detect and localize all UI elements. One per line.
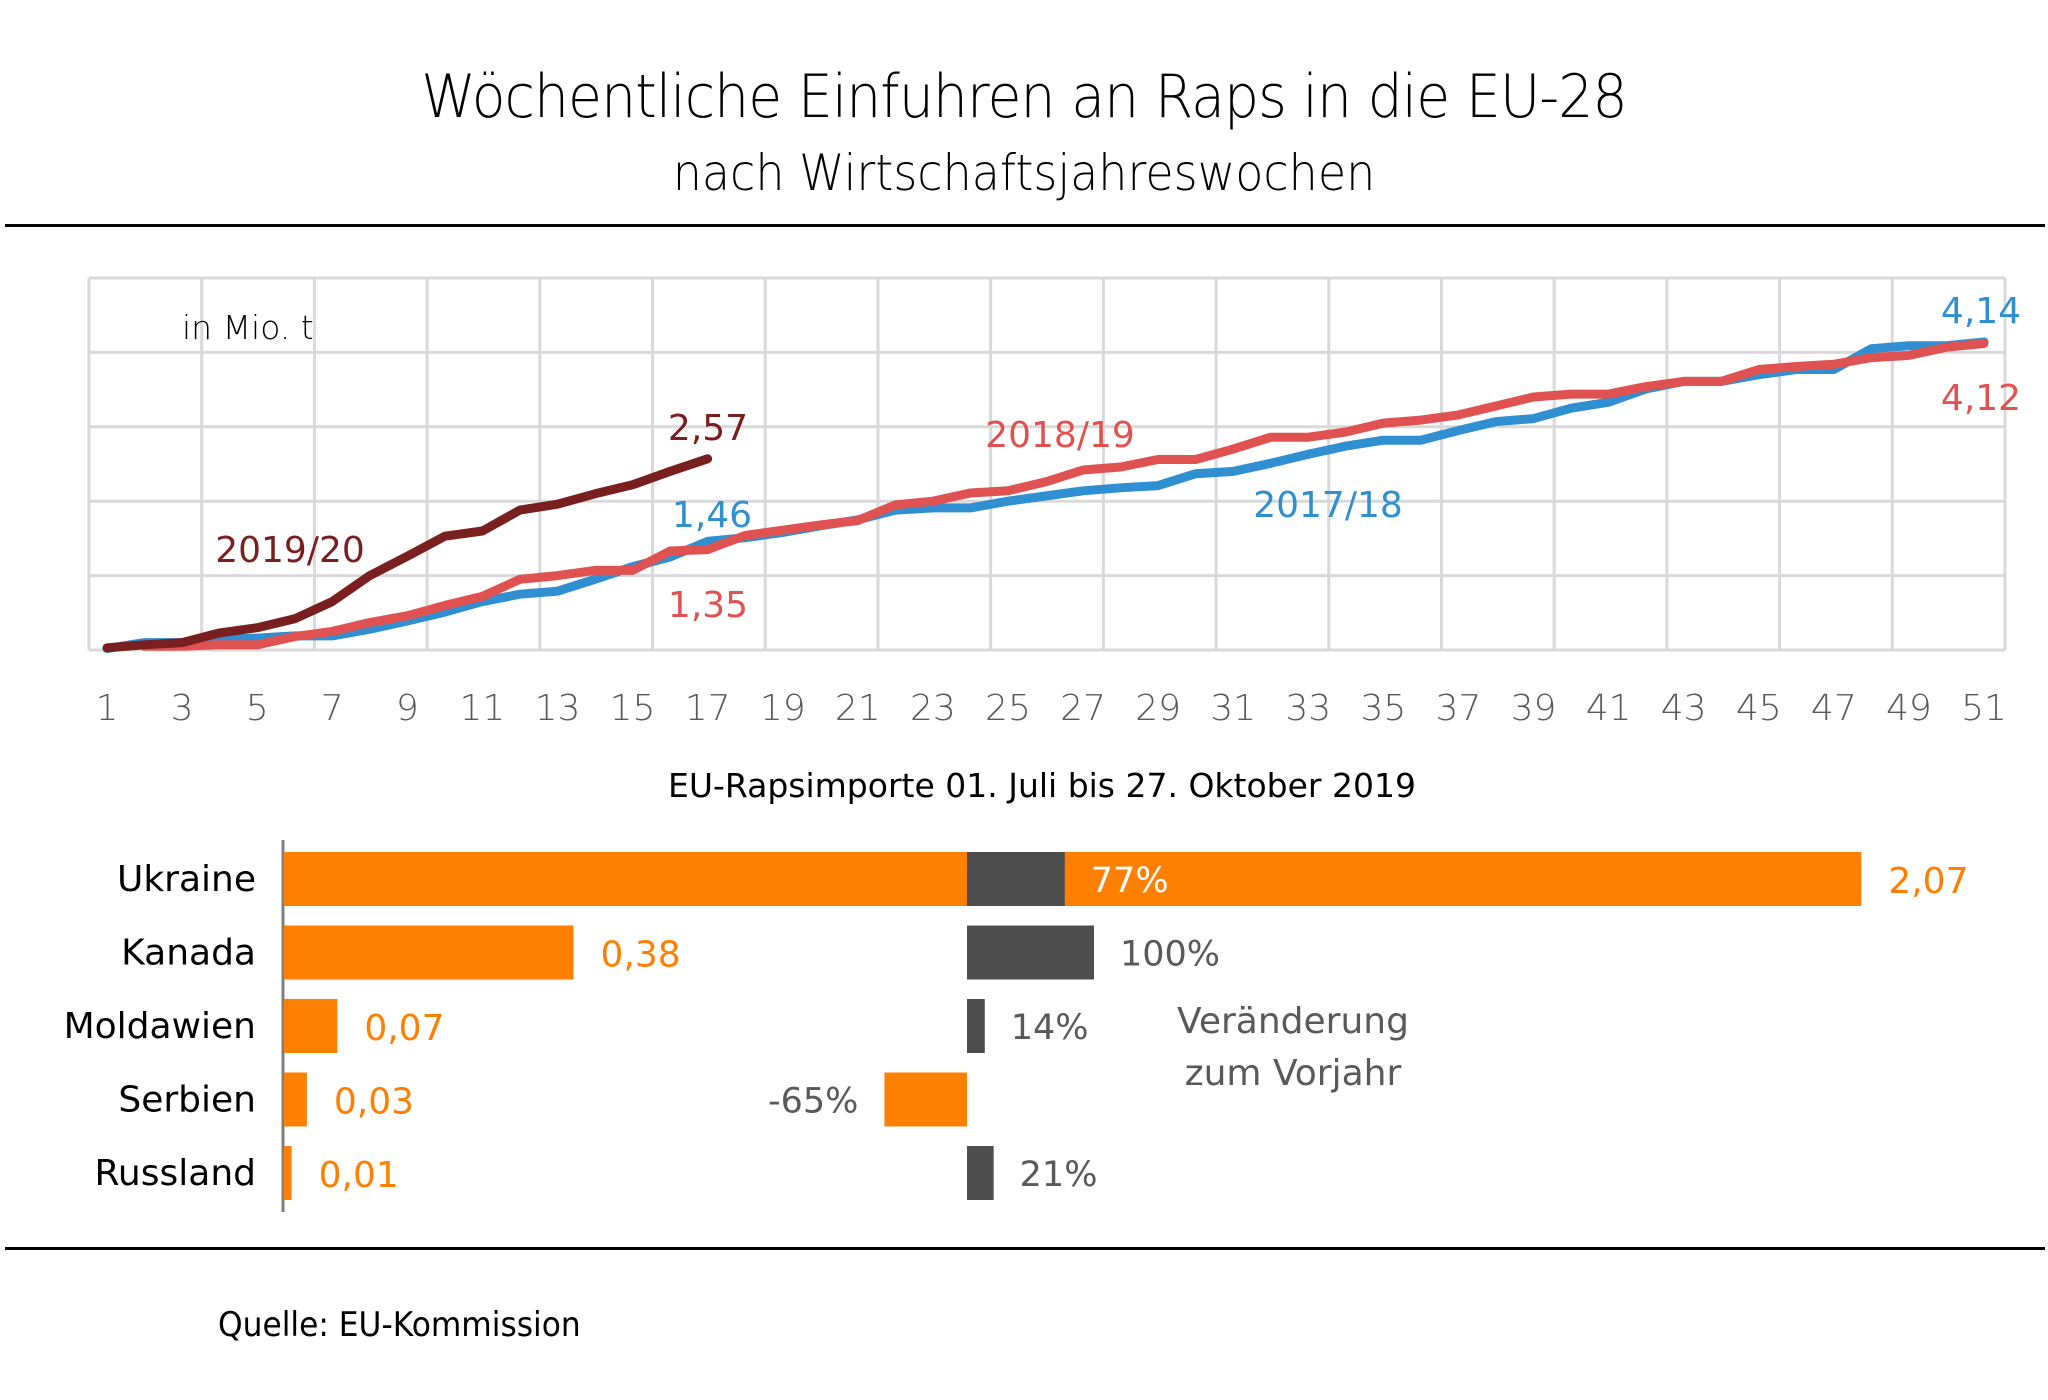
import-bar bbox=[284, 999, 338, 1053]
top-divider bbox=[5, 224, 2045, 227]
change-label: 100% bbox=[1120, 935, 1220, 975]
chart-subtitle: nach Wirtschaftsjahreswochen bbox=[672, 144, 1376, 202]
x-tick-label: 25 bbox=[985, 688, 1031, 729]
x-tick-label: 51 bbox=[1961, 688, 2007, 729]
line-annotation: 2,57 bbox=[668, 408, 748, 449]
line-chart-annotations: 2019/20 2,57 1,46 1,35 2018/19 2017/18 4,14 4,1… bbox=[215, 291, 2021, 626]
value-label: 0,01 bbox=[319, 1155, 399, 1196]
change-label: 77% bbox=[1091, 861, 1169, 901]
x-tick-label: 39 bbox=[1511, 688, 1557, 729]
change-bar bbox=[967, 999, 985, 1053]
x-tick-label: 23 bbox=[910, 688, 956, 729]
line-annotation: 2019/20 bbox=[215, 530, 365, 571]
change-label: 21% bbox=[1020, 1155, 1098, 1195]
import-bar bbox=[284, 1072, 307, 1127]
chart-title: Wöchentliche Einfuhren an Raps in die EU… bbox=[421, 62, 1627, 132]
value-label: 0,07 bbox=[364, 1008, 444, 1049]
x-tick-label: 1 bbox=[96, 688, 119, 729]
x-tick-label: 49 bbox=[1886, 688, 1932, 729]
x-tick-label: 11 bbox=[459, 688, 505, 729]
x-tick-label: 21 bbox=[835, 688, 881, 729]
bar-chart-title: EU-Rapsimporte 01. Juli bis 27. Oktober … bbox=[668, 766, 1416, 805]
value-label: 0,38 bbox=[601, 935, 681, 976]
line-annotation: 2018/19 bbox=[985, 415, 1135, 456]
bar-chart: Ukraine 2,07 77% Kanada 0,38 100% Moldawien 0,0… bbox=[64, 840, 1968, 1212]
x-tick-label: 41 bbox=[1586, 688, 1632, 729]
series-line-2018-19 bbox=[140, 339, 1989, 651]
x-tick-label: 3 bbox=[171, 688, 194, 729]
line-annotation: 1,35 bbox=[668, 585, 748, 626]
category-label: Russland bbox=[95, 1153, 256, 1194]
x-tick-label: 37 bbox=[1436, 688, 1482, 729]
x-tick-label: 15 bbox=[610, 688, 656, 729]
import-bar bbox=[284, 852, 1862, 906]
x-tick-label: 19 bbox=[760, 688, 806, 729]
x-tick-label: 27 bbox=[1060, 688, 1106, 729]
change-bar bbox=[967, 925, 1094, 980]
x-tick-label: 43 bbox=[1661, 688, 1707, 729]
x-tick-label: 45 bbox=[1736, 688, 1782, 729]
x-tick-label: 33 bbox=[1285, 688, 1331, 729]
line-chart-grid bbox=[87, 276, 2007, 652]
bottom-divider bbox=[5, 1247, 2045, 1250]
category-label: Kanada bbox=[121, 933, 256, 974]
change-bar bbox=[967, 1146, 994, 1200]
series-line-2019-20 bbox=[102, 454, 713, 653]
line-chart-x-ticks: 1 3 5 7 9 11 13 15 17 19 21 23 25 27 29 31 33 35 37 39 41 43 4… bbox=[96, 688, 2007, 729]
x-tick-label: 17 bbox=[685, 688, 731, 729]
category-label: Ukraine bbox=[117, 859, 256, 900]
source-note: Quelle: EU-Kommission bbox=[218, 1305, 581, 1345]
series-line-2017-18 bbox=[102, 337, 1989, 653]
line-annotation: 2017/18 bbox=[1253, 485, 1403, 526]
import-bar bbox=[284, 925, 574, 980]
value-label: 2,07 bbox=[1888, 861, 1968, 902]
category-label: Serbien bbox=[118, 1080, 256, 1121]
x-tick-label: 47 bbox=[1811, 688, 1857, 729]
x-tick-label: 29 bbox=[1135, 688, 1181, 729]
change-bar bbox=[967, 852, 1065, 906]
category-label: Moldawien bbox=[64, 1006, 256, 1047]
x-tick-label: 9 bbox=[396, 688, 419, 729]
x-tick-label: 13 bbox=[535, 688, 581, 729]
line-annotation: 1,46 bbox=[672, 495, 752, 536]
import-bar bbox=[284, 1146, 292, 1200]
unit-label: in Mio. t bbox=[182, 308, 314, 347]
line-chart-series bbox=[102, 337, 1989, 653]
change-legend-line-2: zum Vorjahr bbox=[1185, 1053, 1402, 1094]
change-label: -65% bbox=[768, 1082, 858, 1122]
x-tick-label: 35 bbox=[1360, 688, 1406, 729]
change-bar bbox=[884, 1072, 967, 1127]
x-tick-label: 7 bbox=[321, 688, 344, 729]
line-annotation: 4,14 bbox=[1941, 291, 2021, 332]
change-legend-line-1: Veränderung bbox=[1177, 1001, 1409, 1042]
change-label: 14% bbox=[1011, 1008, 1089, 1048]
x-tick-label: 31 bbox=[1210, 688, 1256, 729]
x-tick-label: 5 bbox=[246, 688, 269, 729]
value-label: 0,03 bbox=[334, 1082, 414, 1123]
line-annotation: 4,12 bbox=[1941, 378, 2021, 419]
